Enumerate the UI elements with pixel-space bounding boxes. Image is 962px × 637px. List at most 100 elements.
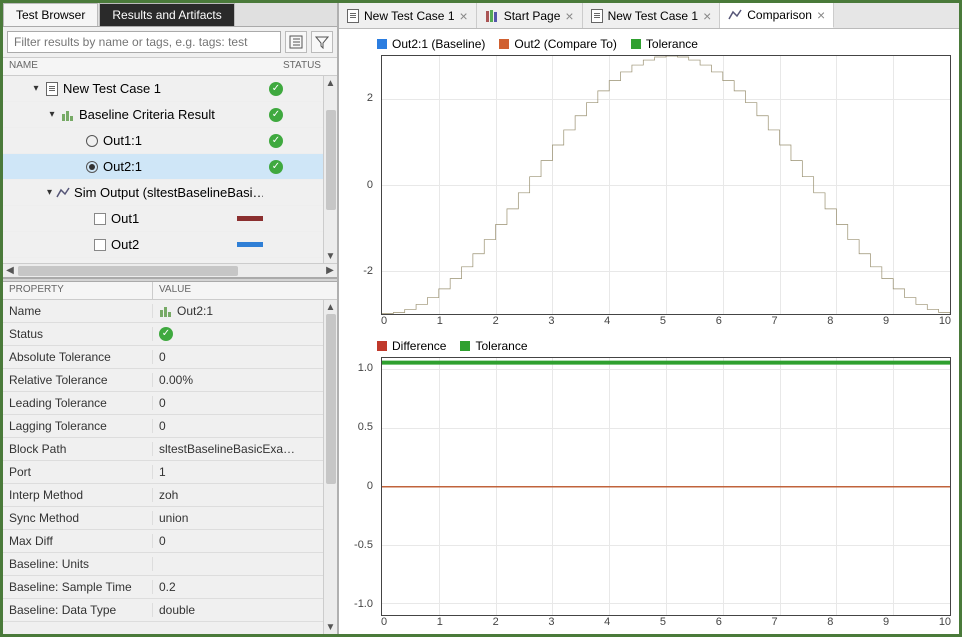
property-row[interactable]: Lagging Tolerance0 — [3, 415, 323, 438]
legend-item[interactable]: Tolerance — [631, 37, 698, 51]
property-row[interactable]: Block PathsltestBaselineBasicExa… — [3, 438, 323, 461]
chart1-yaxis: 20-2 — [347, 55, 381, 315]
xaxis-tick: 9 — [883, 315, 939, 331]
property-row[interactable]: Port1 — [3, 461, 323, 484]
xaxis-tick: 0 — [381, 616, 437, 632]
pass-status-icon — [269, 160, 283, 174]
property-row[interactable]: Leading Tolerance0 — [3, 392, 323, 415]
editor-tab[interactable]: Comparison × — [720, 3, 834, 28]
tree-header-name[interactable]: NAME — [3, 58, 277, 75]
property-row[interactable]: Name Out2:1 — [3, 300, 323, 323]
close-icon[interactable]: × — [703, 8, 711, 24]
props-header: PROPERTY VALUE — [3, 282, 337, 300]
xaxis-tick: 7 — [771, 616, 827, 632]
property-row[interactable]: Status — [3, 323, 323, 346]
tree-row[interactable]: ▾Baseline Criteria Result — [3, 102, 323, 128]
xaxis-tick: 2 — [493, 616, 549, 632]
prop-key: Baseline: Units — [3, 557, 153, 571]
editor-tab[interactable]: New Test Case 1 × — [583, 3, 721, 28]
xaxis-tick: 1 — [437, 315, 493, 331]
legend-swatch-icon — [460, 341, 470, 351]
close-icon[interactable]: × — [565, 8, 573, 24]
props-vscroll-thumb[interactable] — [326, 314, 336, 484]
xaxis-tick: 5 — [660, 315, 716, 331]
tree-row[interactable]: Out1 — [3, 206, 323, 232]
scroll-left-arrow-icon[interactable]: ◀ — [3, 264, 17, 278]
editor-tab[interactable]: Start Page× — [477, 3, 583, 28]
close-icon[interactable]: × — [817, 7, 825, 23]
tree-item-label: Out2:1 — [103, 159, 142, 174]
xaxis-tick: 4 — [604, 315, 660, 331]
chart1-plot[interactable] — [381, 55, 951, 315]
property-row[interactable]: Baseline: Data Typedouble — [3, 599, 323, 622]
tree-item-label: Out1 — [111, 211, 139, 226]
property-row[interactable]: Baseline: Sample Time0.2 — [3, 576, 323, 599]
chart2-plot[interactable] — [381, 357, 951, 617]
tree-item-label: Out1:1 — [103, 133, 142, 148]
props-header-property[interactable]: PROPERTY — [3, 282, 153, 299]
tab-label: New Test Case 1 — [608, 9, 699, 23]
filter-funnel-button[interactable] — [311, 31, 333, 53]
comparison-view: Out2:1 (Baseline) Out2 (Compare To) Tolera… — [339, 29, 959, 634]
tree-hscroll-thumb[interactable] — [18, 266, 238, 276]
expander-icon[interactable]: ▾ — [47, 109, 57, 120]
prop-key: Baseline: Data Type — [3, 603, 153, 617]
tree-row[interactable]: Out2 — [3, 232, 323, 258]
tree-header-status[interactable]: STATUS — [277, 58, 337, 75]
tree-row[interactable]: Out2:1 — [3, 154, 323, 180]
scroll-down-arrow-icon[interactable]: ▼ — [324, 249, 338, 263]
legend-item[interactable]: Tolerance — [460, 339, 527, 353]
tab-label: Comparison — [747, 8, 812, 22]
chart1-xaxis: 012345678910 — [381, 315, 951, 331]
legend-item[interactable]: Difference — [377, 339, 446, 353]
chart-icon — [728, 8, 742, 22]
document-icon — [591, 9, 603, 23]
editor-tab[interactable]: New Test Case 1× — [339, 3, 477, 28]
expander-icon[interactable]: ▾ — [31, 83, 41, 94]
tab-test-browser[interactable]: Test Browser — [3, 3, 98, 26]
left-tab-strip: Test Browser Results and Artifacts — [3, 3, 337, 27]
property-row[interactable]: Interp Method zoh — [3, 484, 323, 507]
tree-hscrollbar[interactable]: ◀ ▶ — [3, 263, 337, 277]
scroll-right-arrow-icon[interactable]: ▶ — [323, 264, 337, 278]
tree-row[interactable]: ▾ New Test Case 1 — [3, 76, 323, 102]
scroll-down-arrow-icon[interactable]: ▼ — [324, 620, 338, 634]
tree-vscrollbar[interactable]: ▲ ▼ — [323, 76, 337, 263]
tree-row[interactable]: Out1:1 — [3, 128, 323, 154]
property-row[interactable]: Max Diff0 — [3, 530, 323, 553]
filter-input[interactable] — [7, 31, 281, 53]
tree-item-label: New Test Case 1 — [63, 81, 161, 96]
legend-item[interactable]: Out2:1 (Baseline) — [377, 37, 485, 51]
scroll-up-arrow-icon[interactable]: ▲ — [324, 76, 338, 90]
xaxis-tick: 10 — [939, 315, 951, 331]
tree-row[interactable]: ▾Sim Output (sltestBaselineBasi… — [3, 180, 323, 206]
prop-key: Interp Method — [3, 488, 153, 502]
property-row[interactable]: Relative Tolerance0.00% — [3, 369, 323, 392]
props-vscrollbar[interactable]: ▲ ▼ — [323, 300, 337, 634]
tab-results-artifacts[interactable]: Results and Artifacts — [99, 3, 234, 26]
expander-icon[interactable]: ▾ — [47, 187, 52, 198]
list-view-button[interactable] — [285, 31, 307, 53]
legend-item[interactable]: Out2 (Compare To) — [499, 37, 617, 51]
yaxis-tick: -2 — [363, 265, 373, 277]
yaxis-tick: 0 — [367, 480, 373, 492]
prop-key: Status — [3, 327, 153, 341]
props-header-value[interactable]: VALUE — [153, 282, 337, 299]
close-icon[interactable]: × — [460, 8, 468, 24]
tree-vscroll-thumb[interactable] — [326, 110, 336, 210]
pass-status-icon — [269, 134, 283, 148]
property-row[interactable]: Absolute Tolerance0 — [3, 346, 323, 369]
yaxis-tick: -0.5 — [354, 539, 373, 551]
chart1-legend: Out2:1 (Baseline) Out2 (Compare To) Tolera… — [347, 35, 951, 55]
prop-key: Absolute Tolerance — [3, 350, 153, 364]
property-row[interactable]: Sync Methodunion — [3, 507, 323, 530]
scroll-up-arrow-icon[interactable]: ▲ — [324, 300, 338, 314]
results-tree: NAME STATUS ▾ New Test Case 1 ▾Baseline Cr… — [3, 58, 337, 278]
xaxis-tick: 7 — [771, 315, 827, 331]
prop-value: zoh — [159, 488, 178, 502]
series-color-swatch — [237, 242, 263, 247]
right-panel: New Test Case 1×Start Page×New Test Case… — [339, 3, 959, 634]
prop-value: 0 — [159, 419, 166, 433]
legend-swatch-icon — [377, 341, 387, 351]
property-row[interactable]: Baseline: Units — [3, 553, 323, 576]
